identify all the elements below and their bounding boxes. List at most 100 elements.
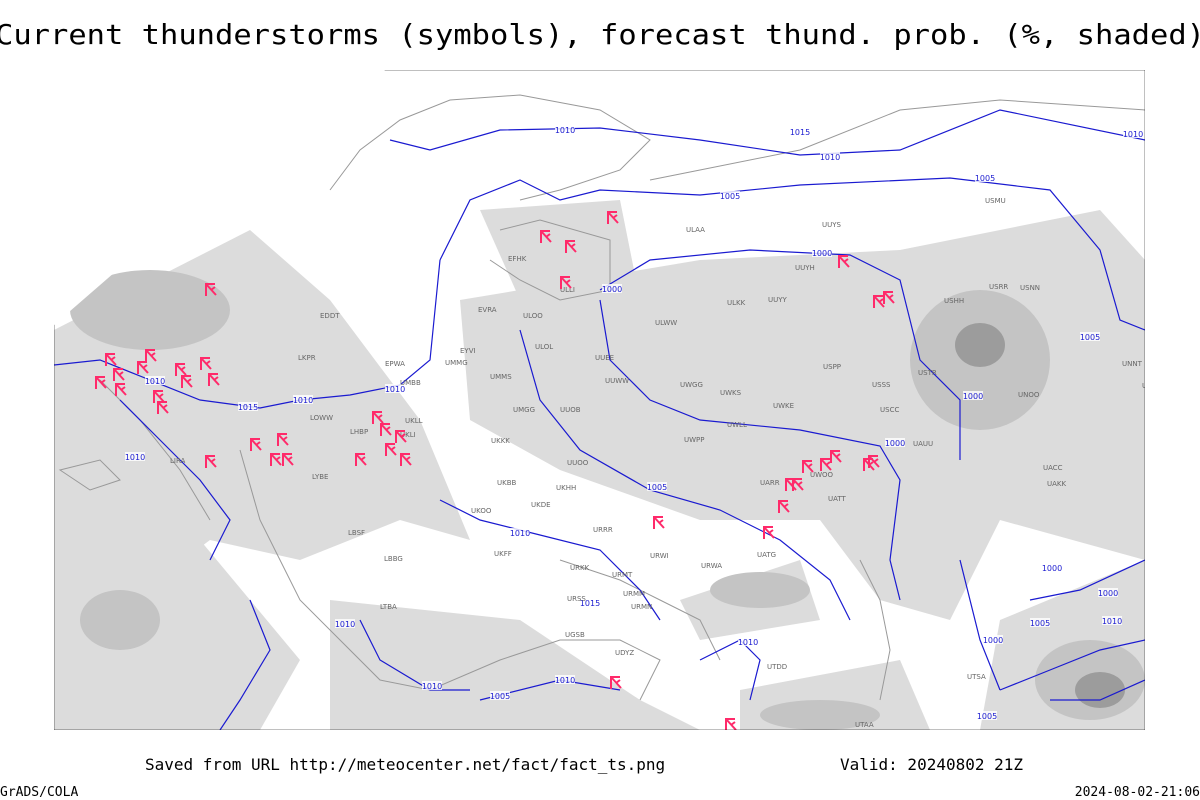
isobar-label-bg bbox=[885, 438, 905, 447]
thunderstorm-symbol bbox=[400, 453, 412, 466]
thunderstorm-symbol bbox=[792, 478, 804, 491]
thunderstorm-symbol bbox=[802, 460, 814, 473]
isobar-label-bg bbox=[647, 482, 667, 491]
station-code: LYBE bbox=[312, 473, 328, 481]
isobar-label: 1005 bbox=[1030, 619, 1050, 628]
thunderstorm-symbol bbox=[282, 453, 294, 466]
station-code: URMT bbox=[612, 571, 633, 579]
isobar-label: 1010 bbox=[738, 638, 758, 647]
station-code: URWA bbox=[701, 562, 722, 570]
station-code: UWOO bbox=[810, 471, 834, 479]
station-code: UUOB bbox=[560, 406, 581, 414]
station-code: UTSA bbox=[967, 673, 986, 681]
isobar-label: 1010 bbox=[555, 126, 575, 135]
station-code: EVRA bbox=[478, 306, 497, 314]
isobar-label: 1000 bbox=[963, 392, 983, 401]
station-code: UKHH bbox=[556, 484, 576, 492]
timestamp: 2024-08-02-21:06 bbox=[1075, 785, 1200, 800]
thunderstorm-symbol bbox=[607, 211, 619, 224]
thunderstorm-symbol bbox=[113, 368, 125, 381]
station-code: UNBB bbox=[1142, 382, 1162, 390]
isobar-label: 1000 bbox=[1042, 564, 1062, 573]
thunderstorm-symbol bbox=[725, 718, 737, 730]
thunderstorm-symbol bbox=[277, 433, 289, 446]
thunderstorm-symbol bbox=[540, 230, 552, 243]
station-code: ULAA bbox=[686, 226, 705, 234]
station-code: URMN bbox=[631, 603, 652, 611]
station-code: LTBA bbox=[380, 603, 397, 611]
thunderstorm-symbol bbox=[873, 295, 885, 308]
isobar-label: 1010 bbox=[422, 682, 442, 691]
isobar-label-bg bbox=[125, 452, 145, 461]
station-code: UATG bbox=[757, 551, 776, 559]
isobar-label-bg bbox=[812, 248, 832, 257]
thunderstorm-symbol bbox=[205, 455, 217, 468]
thunderstorm-symbols bbox=[95, 211, 895, 730]
labels: 1010 1015 1010 1005 1005 1000 1000 1005 1000 1000… bbox=[125, 125, 1162, 729]
isobar-label-bg bbox=[1102, 616, 1122, 625]
isobar-label: 1010 bbox=[510, 529, 530, 538]
isobar-label-bg bbox=[720, 191, 740, 200]
isobar-label-bg bbox=[422, 681, 442, 690]
station-code: UUYY bbox=[768, 296, 788, 304]
station-code: LHBP bbox=[350, 428, 368, 436]
thunderstorm-symbol bbox=[175, 363, 187, 376]
isobar-label-bg bbox=[293, 395, 313, 404]
isobar-label-bg bbox=[963, 391, 983, 400]
isobar-label: 1005 bbox=[720, 192, 740, 201]
thunderstorm-symbol bbox=[157, 401, 169, 414]
station-code: UKBB bbox=[497, 479, 517, 487]
isobar-label: 1010 bbox=[125, 453, 145, 462]
isobar-label-bg bbox=[602, 284, 622, 293]
isobar-label-bg bbox=[510, 528, 530, 537]
station-code: ULOO bbox=[523, 312, 543, 320]
isobar-label: 1010 bbox=[385, 385, 405, 394]
station-code: UUOO bbox=[567, 459, 589, 467]
station-code: USPP bbox=[823, 363, 841, 371]
thunderstorm-symbol bbox=[565, 240, 577, 253]
station-code: UKKK bbox=[491, 437, 510, 445]
station-code: USTR bbox=[918, 369, 937, 377]
station-code: UKOO bbox=[471, 507, 492, 515]
isobar-label: 1010 bbox=[1123, 130, 1143, 139]
station-code: URWI bbox=[650, 552, 669, 560]
station-code: UKFF bbox=[494, 550, 512, 558]
station-code: USNN bbox=[1020, 284, 1040, 292]
isobar-label-bg bbox=[790, 127, 810, 136]
station-code: UNNT bbox=[1122, 360, 1143, 368]
isobar-label-bg bbox=[1080, 332, 1100, 341]
station-code: UNOO bbox=[1018, 391, 1040, 399]
isobar-label: 1000 bbox=[812, 249, 832, 258]
station-code: UKLI bbox=[400, 431, 416, 439]
station-code: UAKK bbox=[1047, 480, 1067, 488]
thunderstorm-symbol bbox=[115, 383, 127, 396]
thunderstorm-symbol bbox=[153, 390, 165, 403]
station-code: LOWW bbox=[310, 414, 333, 422]
map-area: 1010 1015 1010 1005 1005 1000 1000 1005 1000 1000… bbox=[54, 70, 1162, 730]
station-code: USSS bbox=[872, 381, 891, 389]
station-code: URSS bbox=[567, 595, 586, 603]
station-code: UMMS bbox=[490, 373, 512, 381]
thunderstorm-symbol bbox=[610, 676, 622, 689]
isobar-label: 1000 bbox=[1098, 589, 1118, 598]
isobar-label-bg bbox=[1123, 129, 1143, 138]
thunderstorm-symbol bbox=[883, 291, 895, 304]
thunderstorm-symbol bbox=[838, 255, 850, 268]
isobar-label: 1000 bbox=[885, 439, 905, 448]
isobar-label-bg bbox=[820, 152, 840, 161]
station-code: UMMG bbox=[445, 359, 468, 367]
station-code: UUYH bbox=[795, 264, 815, 272]
isobar-label: 1010 bbox=[335, 620, 355, 629]
station-code: UMBB bbox=[400, 379, 421, 387]
isobar-label-bg bbox=[1030, 618, 1050, 627]
isobars bbox=[54, 109, 1145, 730]
thunderstorm-symbol bbox=[137, 361, 149, 374]
isobar-label: 1010 bbox=[1102, 617, 1122, 626]
thunderstorm-symbol bbox=[355, 453, 367, 466]
station-code: UWKS bbox=[720, 389, 742, 397]
station-code: ULOL bbox=[535, 343, 553, 351]
station-code: USCC bbox=[880, 406, 899, 414]
station-code: LKPR bbox=[298, 354, 316, 362]
station-code: UATT bbox=[828, 495, 847, 503]
